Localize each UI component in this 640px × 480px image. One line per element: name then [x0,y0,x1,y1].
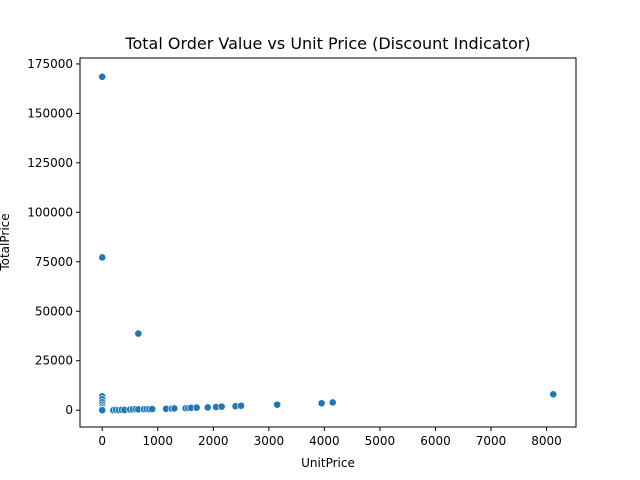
data-point [317,399,326,408]
data-point [328,398,337,407]
data-point [170,404,179,413]
data-point [192,403,201,412]
data-point [98,72,107,81]
data-point [203,403,212,412]
x-tick-label: 2000 [198,434,229,448]
data-point [273,400,282,409]
x-tick-label: 6000 [420,434,451,448]
x-tick-label: 7000 [476,434,507,448]
x-tick-label: 8000 [531,434,562,448]
y-tick-label: 125000 [27,156,73,170]
data-point [148,405,157,413]
data-point [549,390,558,399]
y-tick-label: 150000 [27,106,73,120]
y-tick-label: 75000 [35,255,73,269]
x-tick-label: 4000 [309,434,340,448]
data-point [134,329,143,338]
y-tick-label: 50000 [35,304,73,318]
y-axis-ticks: 0 25000 50000 75000 100000 125000 150000 175000 [27,57,80,417]
data-point [98,406,107,415]
data-points [98,72,558,415]
data-point [98,253,107,262]
y-tick-label: 0 [65,403,73,417]
x-tick-label: 3000 [254,434,285,448]
x-tick-label: 1000 [142,434,173,448]
x-axis-label: UnitPrice [301,456,355,470]
plot-frame [79,57,577,428]
y-tick-label: 25000 [35,354,73,368]
data-point [237,401,245,410]
chart-title: Total Order Value vs Unit Price (Discoun… [124,34,530,53]
x-tick-label: 5000 [365,434,396,448]
x-tick-label: 0 [98,434,106,448]
data-point [217,402,226,411]
y-axis-label: TotalPrice [0,213,12,271]
y-tick-label: 100000 [27,205,73,219]
y-tick-label: 175000 [27,57,73,71]
x-axis-ticks: 0 1000 2000 3000 4000 5000 6000 7000 8000 [98,427,562,448]
